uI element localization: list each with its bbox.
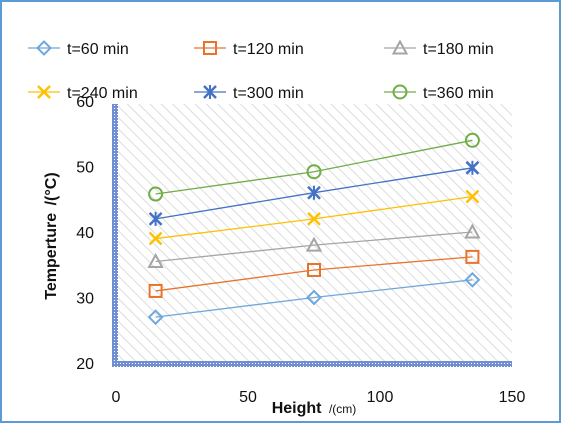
y-axis-band bbox=[112, 104, 118, 366]
x-tick-label: 0 bbox=[112, 389, 121, 406]
legend-marker bbox=[391, 39, 409, 55]
y-axis-unit: /(°C) bbox=[43, 172, 60, 205]
y-tick-label: 30 bbox=[76, 291, 94, 308]
legend-marker bbox=[203, 85, 217, 99]
data-point bbox=[148, 186, 164, 202]
data-point bbox=[148, 231, 163, 246]
data-point bbox=[147, 309, 164, 326]
legend-label: t=360 min bbox=[423, 85, 494, 102]
y-tick-label: 20 bbox=[76, 356, 94, 373]
data-point bbox=[464, 271, 481, 288]
y-tick-label: 50 bbox=[76, 160, 94, 177]
data-point bbox=[148, 211, 163, 226]
legend-item: t=60 min bbox=[28, 40, 129, 58]
y-tick-label: 40 bbox=[76, 225, 94, 242]
x-axis-unit: /(cm) bbox=[329, 402, 356, 416]
legend-label: t=60 min bbox=[67, 41, 129, 58]
legend-label: t=240 min bbox=[67, 85, 138, 102]
x-tick-label: 50 bbox=[239, 389, 257, 406]
data-point bbox=[305, 236, 323, 252]
data-point bbox=[307, 185, 321, 200]
data-point bbox=[307, 212, 321, 226]
x-axis-band bbox=[112, 361, 512, 367]
legend-marker bbox=[392, 84, 408, 100]
data-point bbox=[148, 283, 163, 298]
legend-marker bbox=[37, 85, 51, 99]
data-point bbox=[465, 249, 480, 264]
legend-item: t=240 min bbox=[28, 85, 138, 102]
series-line bbox=[155, 279, 473, 318]
legend-label: t=120 min bbox=[233, 41, 304, 58]
legend-item: t=300 min bbox=[194, 85, 304, 102]
data-point bbox=[306, 289, 322, 306]
legend-item: t=180 min bbox=[384, 39, 494, 58]
data-point bbox=[464, 132, 480, 148]
x-axis-label: Height bbox=[272, 400, 322, 417]
data-point bbox=[307, 262, 321, 277]
data-point bbox=[147, 252, 164, 268]
series-1 bbox=[147, 271, 481, 326]
series-2 bbox=[148, 249, 480, 298]
series-3 bbox=[147, 223, 481, 268]
y-tick-label: 60 bbox=[76, 94, 94, 111]
series-line bbox=[155, 231, 473, 263]
plot-area bbox=[116, 104, 512, 363]
series-5 bbox=[148, 160, 480, 226]
legend-label: t=180 min bbox=[423, 41, 494, 58]
data-point bbox=[306, 164, 322, 180]
data-point bbox=[464, 223, 481, 239]
series-4 bbox=[148, 189, 480, 246]
x-tick-labels: 0 50 100 150 bbox=[112, 389, 526, 406]
data-point bbox=[465, 189, 480, 204]
legend-label: t=300 min bbox=[233, 85, 304, 102]
data-point bbox=[465, 160, 480, 175]
y-axis-label: Temperture bbox=[43, 213, 60, 300]
x-axis-title: Height /(cm) bbox=[272, 400, 357, 417]
series-line bbox=[155, 256, 473, 292]
legend-item: t=120 min bbox=[194, 41, 304, 58]
legend-marker bbox=[203, 41, 217, 55]
y-axis-title: Temperture /(°C) bbox=[43, 172, 60, 299]
x-tick-label: 100 bbox=[367, 389, 394, 406]
x-tick-label: 150 bbox=[499, 389, 526, 406]
series-layer bbox=[147, 132, 481, 326]
legend-marker bbox=[36, 40, 52, 56]
series-6 bbox=[148, 132, 480, 202]
legend: t=60 min t=120 min t=180 min t=240 min t=300… bbox=[28, 39, 494, 102]
series-line bbox=[155, 139, 473, 195]
legend-item: t=360 min bbox=[384, 84, 494, 102]
y-tick-labels: 20 30 40 50 60 bbox=[76, 94, 94, 373]
